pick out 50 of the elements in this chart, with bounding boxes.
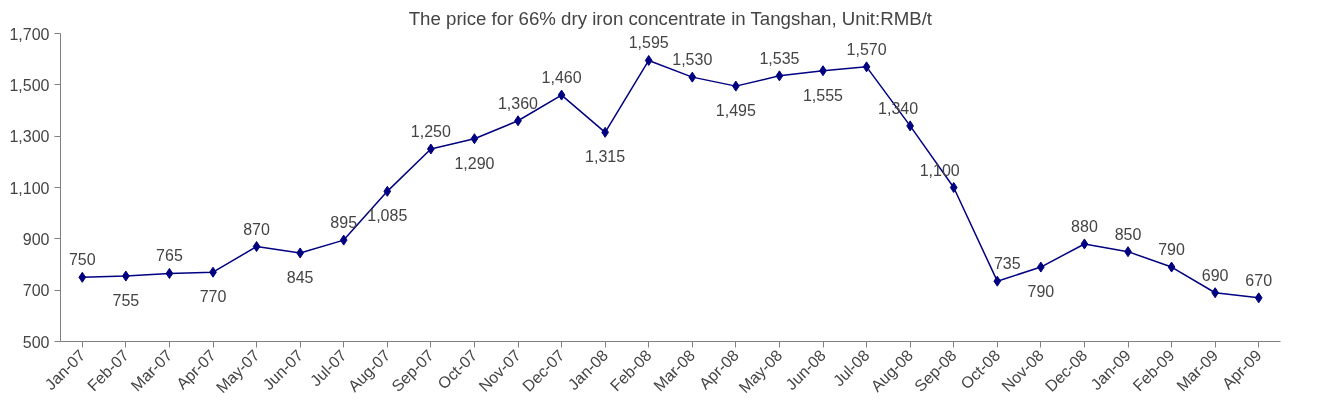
chart-title: The price for 66% dry iron concentrate in Tangshan, Unit:RMB/t — [408, 7, 933, 29]
point — [252, 241, 261, 253]
y-tick-label: 1,700 — [9, 25, 50, 43]
point — [688, 71, 697, 83]
text: 750 — [68, 251, 96, 269]
point — [165, 267, 174, 279]
text: 1,555 — [802, 86, 844, 104]
text: 1,595 — [628, 34, 669, 52]
text: 790 — [1158, 241, 1185, 259]
point — [339, 234, 348, 246]
point — [1254, 292, 1263, 304]
text: 895 — [330, 214, 358, 232]
text: 670 — [1245, 271, 1273, 289]
point — [949, 182, 958, 193]
y-tick-label: 1,300 — [9, 128, 50, 146]
text: 1,085 — [367, 207, 408, 225]
point — [862, 61, 871, 73]
point — [383, 185, 392, 197]
point — [470, 133, 479, 145]
point — [78, 271, 87, 283]
text: 870 — [243, 220, 270, 238]
text: 850 — [1114, 225, 1142, 243]
text: 880 — [1071, 217, 1098, 235]
text: 1,495 — [715, 102, 756, 120]
y-tick-label: 900 — [22, 230, 50, 248]
text: 690 — [1201, 266, 1229, 284]
point — [644, 54, 653, 66]
text: 1,315 — [585, 148, 626, 166]
text: 765 — [156, 247, 183, 265]
text: 1,570 — [846, 40, 887, 58]
text: 1,535 — [759, 49, 800, 67]
point — [1167, 261, 1176, 273]
text: 735 — [993, 255, 1021, 273]
point — [557, 89, 566, 101]
text: 1,460 — [541, 69, 582, 87]
text: 1,530 — [672, 51, 713, 69]
y-tick-label: 1,500 — [9, 76, 50, 94]
y-tick-label: 1,100 — [9, 179, 50, 197]
y-tick-label: 500 — [22, 333, 50, 351]
text: 755 — [112, 292, 140, 310]
text: 845 — [286, 268, 314, 286]
text: 1,250 — [410, 123, 451, 140]
point — [1080, 238, 1089, 250]
text: 790 — [1027, 283, 1055, 301]
text: 770 — [199, 288, 227, 306]
point — [993, 275, 1002, 287]
text: 1,360 — [497, 94, 539, 112]
point — [775, 70, 784, 82]
text: 1,290 — [454, 154, 495, 172]
y-tick-label: 700 — [22, 282, 50, 300]
